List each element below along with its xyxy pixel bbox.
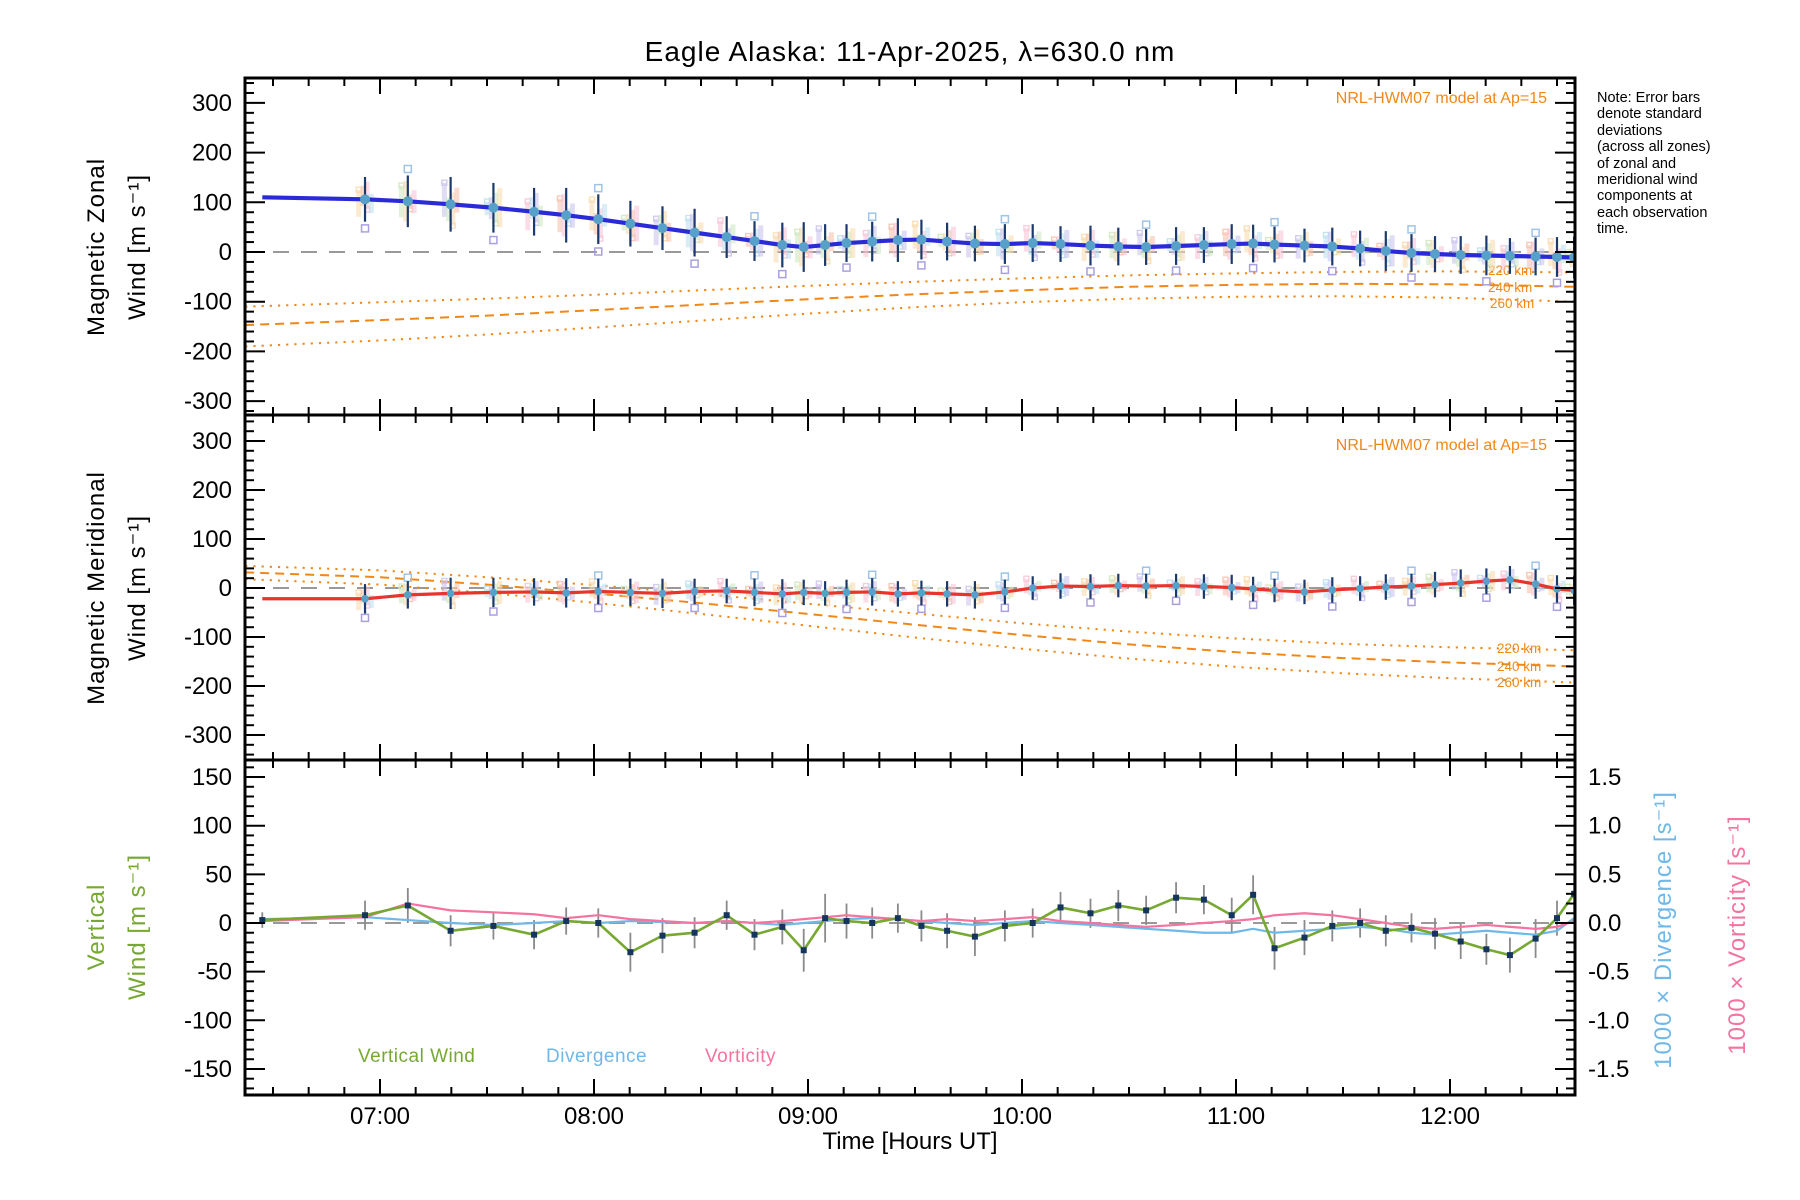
model-label-meridional: NRL-HWM07 model at Ap=15 [1335,437,1547,454]
svg-text:12:00: 12:00 [1420,1103,1480,1130]
svg-text:150: 150 [192,764,232,791]
svg-text:50: 50 [205,861,232,888]
svg-text:0: 0 [219,910,232,937]
svg-text:0.0: 0.0 [1588,910,1621,937]
svg-text:1.5: 1.5 [1588,764,1621,791]
svg-text:100: 100 [192,189,232,216]
note-line: (across all zones) [1597,139,1711,156]
figure-title: Eagle Alaska: 11-Apr-2025, λ=630.0 nm [644,36,1176,67]
km-label-meridional-220: 220 km [1497,641,1542,656]
svg-text:-100: -100 [184,289,232,316]
svg-text:-100: -100 [184,624,232,651]
note-line: deviations [1597,122,1663,139]
svg-text:-200: -200 [184,673,232,700]
svg-text:-200: -200 [184,338,232,365]
svg-text:-1.5: -1.5 [1588,1056,1629,1083]
svg-text:100: 100 [192,526,232,553]
legend-vertical-wind: Vertical Wind [358,1046,476,1067]
svg-text:200: 200 [192,140,232,167]
note-line: time. [1597,221,1629,237]
svg-text:300: 300 [192,90,232,117]
svg-text:200: 200 [192,477,232,504]
svg-text:100: 100 [192,813,232,840]
model-label-zonal: NRL-HWM07 model at Ap=15 [1335,90,1547,107]
svg-text:1.0: 1.0 [1588,813,1621,840]
km-label-meridional-240: 240 km [1497,659,1542,674]
note-line: denote standard [1597,106,1702,123]
x-axis-label: Time [Hours UT] [822,1128,998,1155]
svg-text:-300: -300 [184,722,232,749]
svg-text:09:00: 09:00 [778,1103,838,1130]
svg-text:-50: -50 [197,959,232,986]
note-line: each observation [1597,204,1708,221]
km-label-meridional-260: 260 km [1497,675,1542,690]
km-label-zonal-240: 240 km [1488,280,1533,295]
svg-text:-1.0: -1.0 [1588,1007,1629,1034]
note-line: components at [1597,188,1693,205]
svg-text:-150: -150 [184,1056,232,1083]
panel-0-data [245,164,1575,348]
svg-text:0.5: 0.5 [1588,861,1621,888]
svg-text:11:00: 11:00 [1207,1103,1265,1130]
svg-text:08:00: 08:00 [564,1103,624,1130]
svg-text:-100: -100 [184,1007,232,1034]
note-text: Note: Error bars denote standard deviation… [1597,90,1792,237]
note-line: meridional wind [1597,171,1698,188]
svg-text:0: 0 [219,575,232,602]
svg-text:-0.5: -0.5 [1588,959,1629,986]
svg-text:-300: -300 [184,388,232,415]
svg-text:07:00: 07:00 [350,1103,410,1130]
svg-text:300: 300 [192,428,232,455]
legend-vorticity: Vorticity [705,1046,777,1067]
legend-divergence: Divergence [546,1046,648,1067]
svg-text:10:00: 10:00 [992,1103,1052,1130]
panel-1-data [245,561,1575,684]
note-line: of zonal and [1597,155,1677,172]
panel-2-data [245,874,1575,973]
svg-text:0: 0 [219,239,232,266]
note-line: Note: Error bars [1597,90,1701,106]
